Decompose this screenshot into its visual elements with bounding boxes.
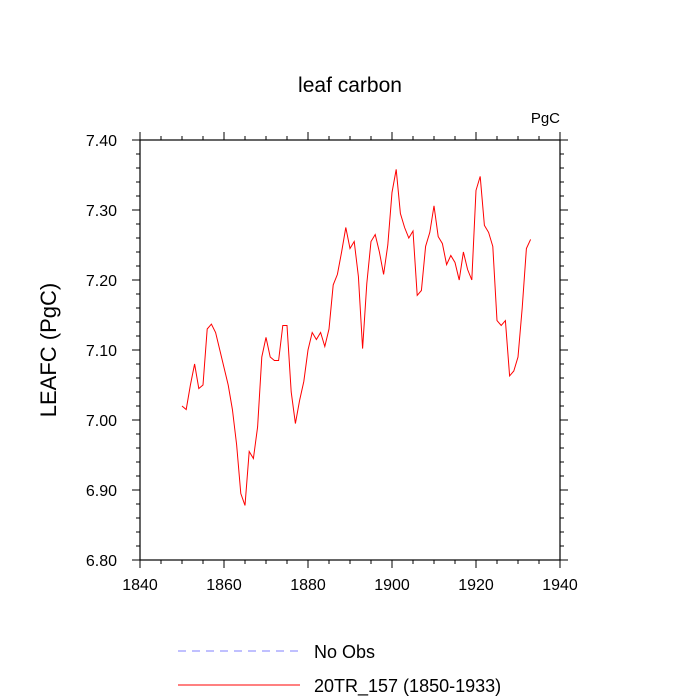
plot-lines xyxy=(181,169,532,506)
legend: No Obs 20TR_157 (1850-1933) xyxy=(178,642,501,697)
plot-frame xyxy=(139,139,561,561)
series-line-20tr-157-1850-1933 xyxy=(181,169,532,506)
y-tick-label: 7.00 xyxy=(86,413,117,430)
x-tick-label: 1920 xyxy=(458,577,494,594)
units-label: PgC xyxy=(531,110,560,127)
y-axis-label: LEAFC (PgC) xyxy=(36,283,61,417)
y-tick-label: 7.20 xyxy=(86,273,117,290)
y-tick-label: 6.90 xyxy=(86,483,117,500)
y-tick-label: 7.30 xyxy=(86,203,117,220)
axis-ticks: 1840 1860 1880 1900 1920 1940 6.80 6.90 7.00 7.10… xyxy=(86,132,578,594)
x-tick-label: 1940 xyxy=(542,577,578,594)
x-tick-label: 1840 xyxy=(122,577,158,594)
legend-label-20tr-157: 20TR_157 (1850-1933) xyxy=(314,676,501,697)
x-tick-label: 1880 xyxy=(290,577,326,594)
x-tick-label: 1900 xyxy=(374,577,410,594)
y-tick-label: 7.10 xyxy=(86,343,117,360)
y-tick-label: 6.80 xyxy=(86,553,117,570)
x-tick-label: 1860 xyxy=(206,577,242,594)
chart-title: leaf carbon xyxy=(298,74,402,97)
y-tick-label: 7.40 xyxy=(86,133,117,150)
legend-label-no-obs: No Obs xyxy=(314,642,375,662)
